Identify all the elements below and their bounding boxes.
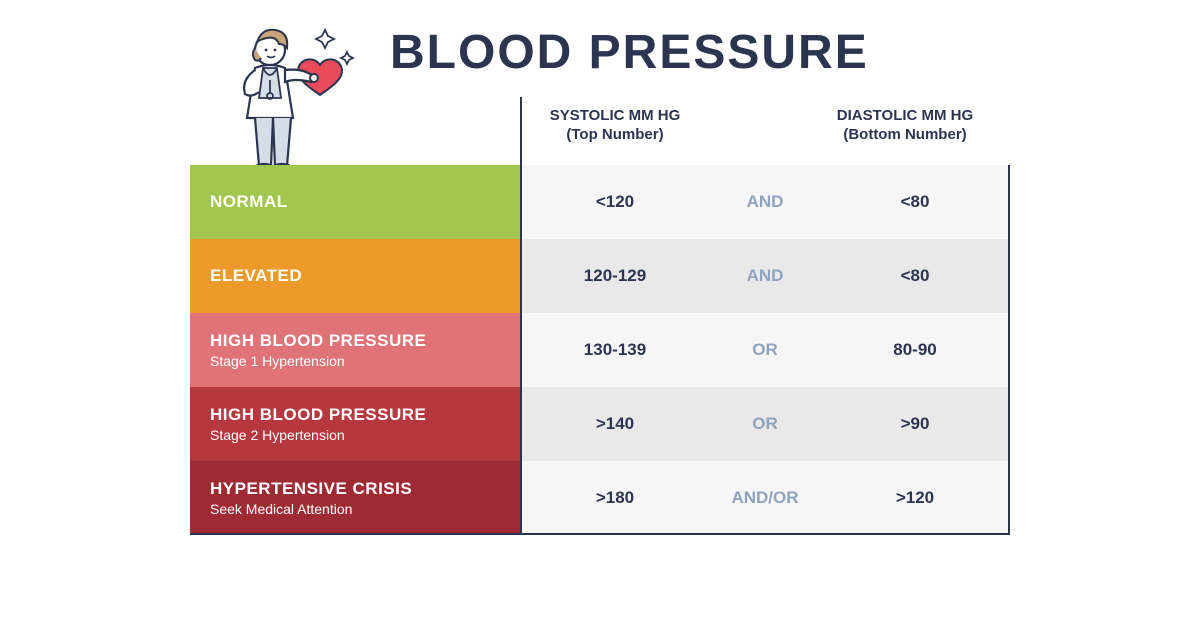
- category-cell: NORMAL: [190, 165, 520, 239]
- connector-value: AND: [710, 266, 820, 286]
- category-cell: HIGH BLOOD PRESSURE Stage 2 Hypertension: [190, 387, 520, 461]
- value-cell: 130-139OR80-90: [520, 313, 1010, 387]
- table-row: ELEVATED120-129AND<80: [190, 239, 1010, 313]
- value-cell: >140OR>90: [520, 387, 1010, 461]
- category-label: HYPERTENSIVE CRISIS: [210, 479, 520, 499]
- connector-value: AND/OR: [710, 488, 820, 508]
- table-row: HIGH BLOOD PRESSURE Stage 1 Hypertension1…: [190, 313, 1010, 387]
- column-headers: SYSTOLIC MM HG (Top Number) DIASTOLIC MM…: [520, 107, 1000, 145]
- systolic-header: SYSTOLIC MM HG (Top Number): [520, 107, 710, 145]
- bp-table: NORMAL<120AND<80ELEVATED120-129AND<80HIG…: [190, 165, 1010, 535]
- category-cell: ELEVATED: [190, 239, 520, 313]
- systolic-value: >140: [520, 414, 710, 434]
- main-title: BLOOD PRESSURE: [390, 25, 869, 80]
- diastolic-value: <80: [820, 266, 1010, 286]
- category-sublabel: Stage 2 Hypertension: [210, 427, 520, 443]
- category-cell: HYPERTENSIVE CRISIS Seek Medical Attentio…: [190, 461, 520, 535]
- category-label: ELEVATED: [210, 266, 520, 286]
- table-row: NORMAL<120AND<80: [190, 165, 1010, 239]
- connector-header-spacer: [710, 107, 810, 145]
- connector-value: OR: [710, 340, 820, 360]
- diastolic-header: DIASTOLIC MM HG (Bottom Number): [810, 107, 1000, 145]
- systolic-value: 130-139: [520, 340, 710, 360]
- category-sublabel: Stage 1 Hypertension: [210, 353, 520, 369]
- category-sublabel: Seek Medical Attention: [210, 501, 520, 517]
- category-cell: HIGH BLOOD PRESSURE Stage 1 Hypertension: [190, 313, 520, 387]
- diastolic-value: <80: [820, 192, 1010, 212]
- systolic-header-sub: (Top Number): [520, 126, 710, 145]
- diastolic-header-title: DIASTOLIC MM HG: [810, 107, 1000, 126]
- nurse-illustration: [215, 20, 365, 180]
- systolic-value: <120: [520, 192, 710, 212]
- category-label: HIGH BLOOD PRESSURE: [210, 405, 520, 425]
- value-cell: <120AND<80: [520, 165, 1010, 239]
- diastolic-value: >90: [820, 414, 1010, 434]
- category-label: NORMAL: [210, 192, 520, 212]
- value-cell: >180AND/OR>120: [520, 461, 1010, 535]
- category-label: HIGH BLOOD PRESSURE: [210, 331, 520, 351]
- diastolic-header-sub: (Bottom Number): [810, 126, 1000, 145]
- connector-value: AND: [710, 192, 820, 212]
- value-cell: 120-129AND<80: [520, 239, 1010, 313]
- systolic-value: 120-129: [520, 266, 710, 286]
- diastolic-value: 80-90: [820, 340, 1010, 360]
- connector-value: OR: [710, 414, 820, 434]
- systolic-value: >180: [520, 488, 710, 508]
- diastolic-value: >120: [820, 488, 1010, 508]
- table-row: HIGH BLOOD PRESSUREStage 2 Hypertension>…: [190, 387, 1010, 461]
- systolic-header-title: SYSTOLIC MM HG: [520, 107, 710, 126]
- table-row: HYPERTENSIVE CRISIS Seek Medical Attentio…: [190, 461, 1010, 535]
